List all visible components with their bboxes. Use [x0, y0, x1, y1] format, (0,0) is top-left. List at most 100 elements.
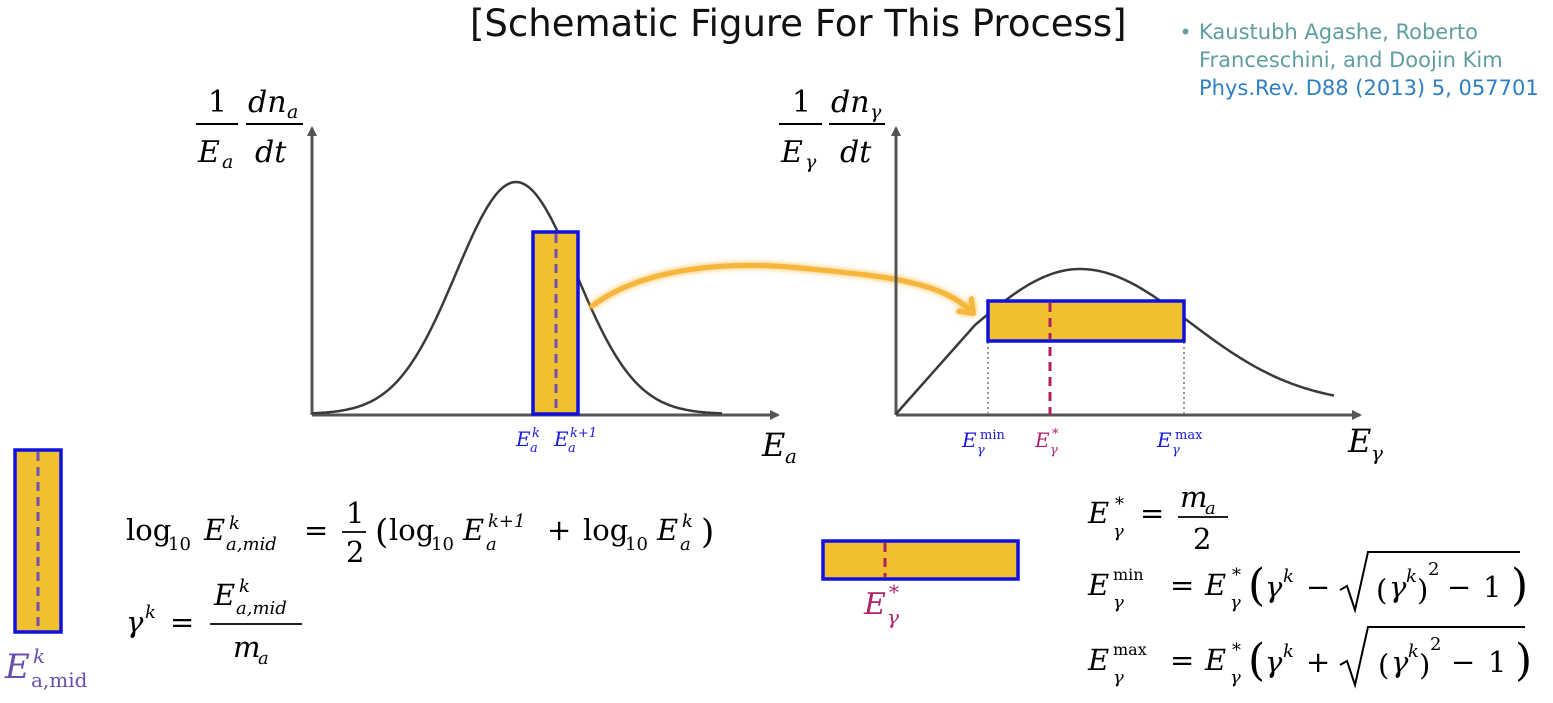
svg-text:=: =	[1170, 643, 1194, 677]
svg-text:k: k	[1283, 566, 1294, 587]
svg-text:1: 1	[1488, 645, 1506, 679]
svg-text:2: 2	[1428, 559, 1439, 580]
svg-text:max: max	[1113, 640, 1147, 659]
svg-text:+: +	[1306, 645, 1330, 679]
svg-text:E: E	[1156, 428, 1172, 452]
svg-text:(: (	[1248, 560, 1265, 611]
legend-bar-rect	[821, 539, 1020, 581]
reference-authors: Kaustubh Agashe, Roberto Franceschini, a…	[1199, 20, 1503, 72]
svg-text:E: E	[1087, 643, 1109, 677]
svg-text:a,mid: a,mid	[226, 534, 277, 555]
svg-text:a: a	[1205, 498, 1216, 519]
svg-text:γ: γ	[126, 605, 144, 639]
tick-e-a-k1-sub: a	[568, 441, 576, 456]
svg-text:=: =	[1140, 496, 1164, 530]
equation-emin: E γ min = E γ * ( γ k − ( γ k ) 2 − 1 )	[1087, 551, 1528, 614]
tick-emin: E γ min	[961, 428, 1005, 458]
svg-text:E: E	[462, 513, 484, 547]
right-y-num2: dn	[831, 85, 870, 120]
svg-text:E: E	[1087, 568, 1109, 602]
svg-text:a: a	[258, 648, 269, 669]
svg-text:E: E	[863, 587, 886, 622]
svg-text:γ: γ	[1113, 667, 1124, 688]
svg-text:m: m	[1180, 480, 1208, 514]
svg-text:2: 2	[346, 535, 364, 569]
left-y-num2-sub: a	[287, 101, 298, 123]
left-y-den1: E	[197, 135, 220, 170]
svg-text:E: E	[213, 578, 235, 612]
svg-text:γ: γ	[1050, 443, 1058, 458]
svg-text:a,mid: a,mid	[236, 598, 287, 619]
svg-text:1: 1	[1483, 570, 1501, 604]
left-y-den1-sub: a	[222, 151, 233, 173]
left-plot: 1 E a dn a dt E a E a k E a k+1	[196, 85, 797, 468]
svg-text:γ: γ	[1230, 592, 1241, 613]
reference-journal[interactable]: Phys.Rev. D88 (2013) 5, 057701	[1199, 76, 1539, 100]
legend-bar-label: E γ *	[863, 580, 899, 629]
right-y-den1: E	[780, 135, 803, 170]
svg-text:(: (	[1376, 573, 1387, 607]
svg-text:=: =	[170, 605, 194, 639]
left-x-label-main: E	[761, 426, 785, 464]
svg-text:min: min	[1113, 565, 1144, 584]
left-y-den2: dt	[255, 135, 287, 170]
svg-text:log: log	[126, 513, 171, 547]
svg-text:k: k	[682, 511, 693, 532]
svg-text:10: 10	[168, 534, 191, 555]
svg-text:): )	[701, 512, 714, 552]
svg-text:γ: γ	[1265, 645, 1283, 679]
svg-text:γ: γ	[1113, 521, 1124, 542]
svg-text:E: E	[656, 513, 678, 547]
svg-text:γ: γ	[1172, 443, 1180, 458]
left-y-num2: dn	[248, 85, 287, 120]
right-y-den2: dt	[840, 135, 872, 170]
svg-text:a: a	[680, 534, 691, 555]
photon-box-rect	[986, 299, 1186, 343]
svg-text:k: k	[229, 513, 240, 534]
svg-text:=: =	[304, 513, 328, 547]
svg-text:γ: γ	[1265, 570, 1283, 604]
svg-text:+: +	[547, 513, 571, 547]
svg-text:γ: γ	[1391, 645, 1409, 679]
svg-text:*: *	[889, 580, 899, 604]
svg-text:max: max	[1175, 428, 1203, 443]
svg-text:E: E	[1204, 568, 1226, 602]
reference-item: • Kaustubh Agashe, Roberto Franceschini,…	[1172, 18, 1552, 74]
mapping-arrow	[589, 262, 972, 312]
svg-text:γ: γ	[1389, 570, 1407, 604]
right-y-num2-sub: γ	[870, 101, 882, 123]
svg-text:m: m	[233, 630, 261, 664]
right-y-num1: 1	[792, 85, 811, 120]
svg-text:): )	[1515, 635, 1532, 686]
svg-text:min: min	[980, 428, 1005, 443]
equation-emax: E γ max = E γ * ( γ k + ( γ k ) 2 − 1 )	[1087, 626, 1532, 689]
tick-e-a-k-sub: a	[530, 441, 538, 456]
photon-spectrum-curve	[895, 267, 1335, 415]
svg-text:k: k	[33, 644, 45, 668]
svg-text:2: 2	[1193, 522, 1211, 556]
svg-text:k: k	[239, 576, 250, 597]
svg-text:a,mid: a,mid	[31, 668, 88, 692]
svg-text:log: log	[389, 513, 434, 547]
svg-text:log: log	[583, 513, 628, 547]
svg-text:γ: γ	[1230, 667, 1241, 688]
svg-text:(: (	[375, 512, 388, 552]
left-bin-ticks: E a k E a k+1	[515, 426, 597, 456]
svg-text:k: k	[145, 602, 156, 623]
svg-text:a: a	[486, 534, 497, 555]
svg-text:*: *	[1115, 494, 1124, 515]
tick-e-a-k: E	[515, 427, 531, 451]
svg-text:γ: γ	[887, 605, 899, 629]
tick-e-a-k1-sup: k+1	[570, 426, 597, 441]
svg-text:10: 10	[625, 534, 648, 555]
right-y-label: 1 E γ dn γ dt	[779, 85, 885, 173]
left-y-label: 1 E a dn a dt	[196, 85, 303, 173]
axion-spectrum-curve	[311, 180, 723, 415]
reference-block: • Kaustubh Agashe, Roberto Franceschini,…	[1172, 18, 1552, 102]
right-x-label-main: E	[1347, 422, 1371, 460]
right-x-label: E γ	[1347, 422, 1383, 465]
equation-gamma-k: γ k = E k a,mid m a	[126, 576, 302, 669]
svg-text:*: *	[1232, 640, 1241, 661]
legend-bar: E γ *	[821, 539, 1020, 629]
